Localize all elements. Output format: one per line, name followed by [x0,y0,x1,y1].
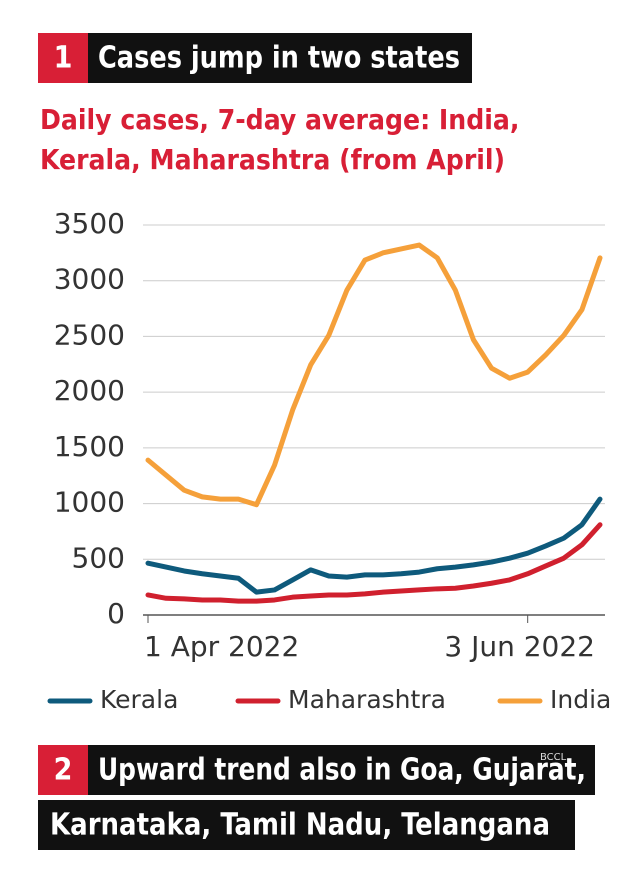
section-title: Upward trend also in Goa, Gujarat, [98,753,586,788]
y-tick-label: 2000 [54,374,125,407]
section-bar [88,745,595,795]
y-tick-label: 0 [107,597,125,630]
section-badge [38,745,88,795]
series-line [145,242,603,508]
legend-label: Maharashtra [288,685,446,714]
section-number: 2 [54,753,73,788]
section-badge [38,33,88,83]
chart-title: Daily cases, 7-day average: India, Keral… [40,103,520,176]
y-tick-label: 2500 [54,318,125,351]
y-tick-label: 3000 [54,263,125,296]
y-tick-label: 1000 [54,486,125,519]
legend-label: India [550,685,611,714]
series-line [145,522,603,604]
y-tick-label: 500 [72,541,125,574]
x-tick-label: 3 Jun 2022 [444,630,595,663]
legend-label: Kerala [100,685,178,714]
series-line [145,496,603,595]
section-bar [88,33,472,83]
y-tick-label: 3500 [54,207,125,240]
section-number: 1 [54,41,73,76]
watermark: BCCL [540,752,567,763]
x-tick-label: 1 Apr 2022 [144,630,299,663]
y-tick-label: 1500 [54,430,125,463]
section-title: Karnataka, Tamil Nadu, Telangana [50,808,550,843]
section-bar [38,800,575,850]
section-title: Cases jump in two states [98,41,460,76]
